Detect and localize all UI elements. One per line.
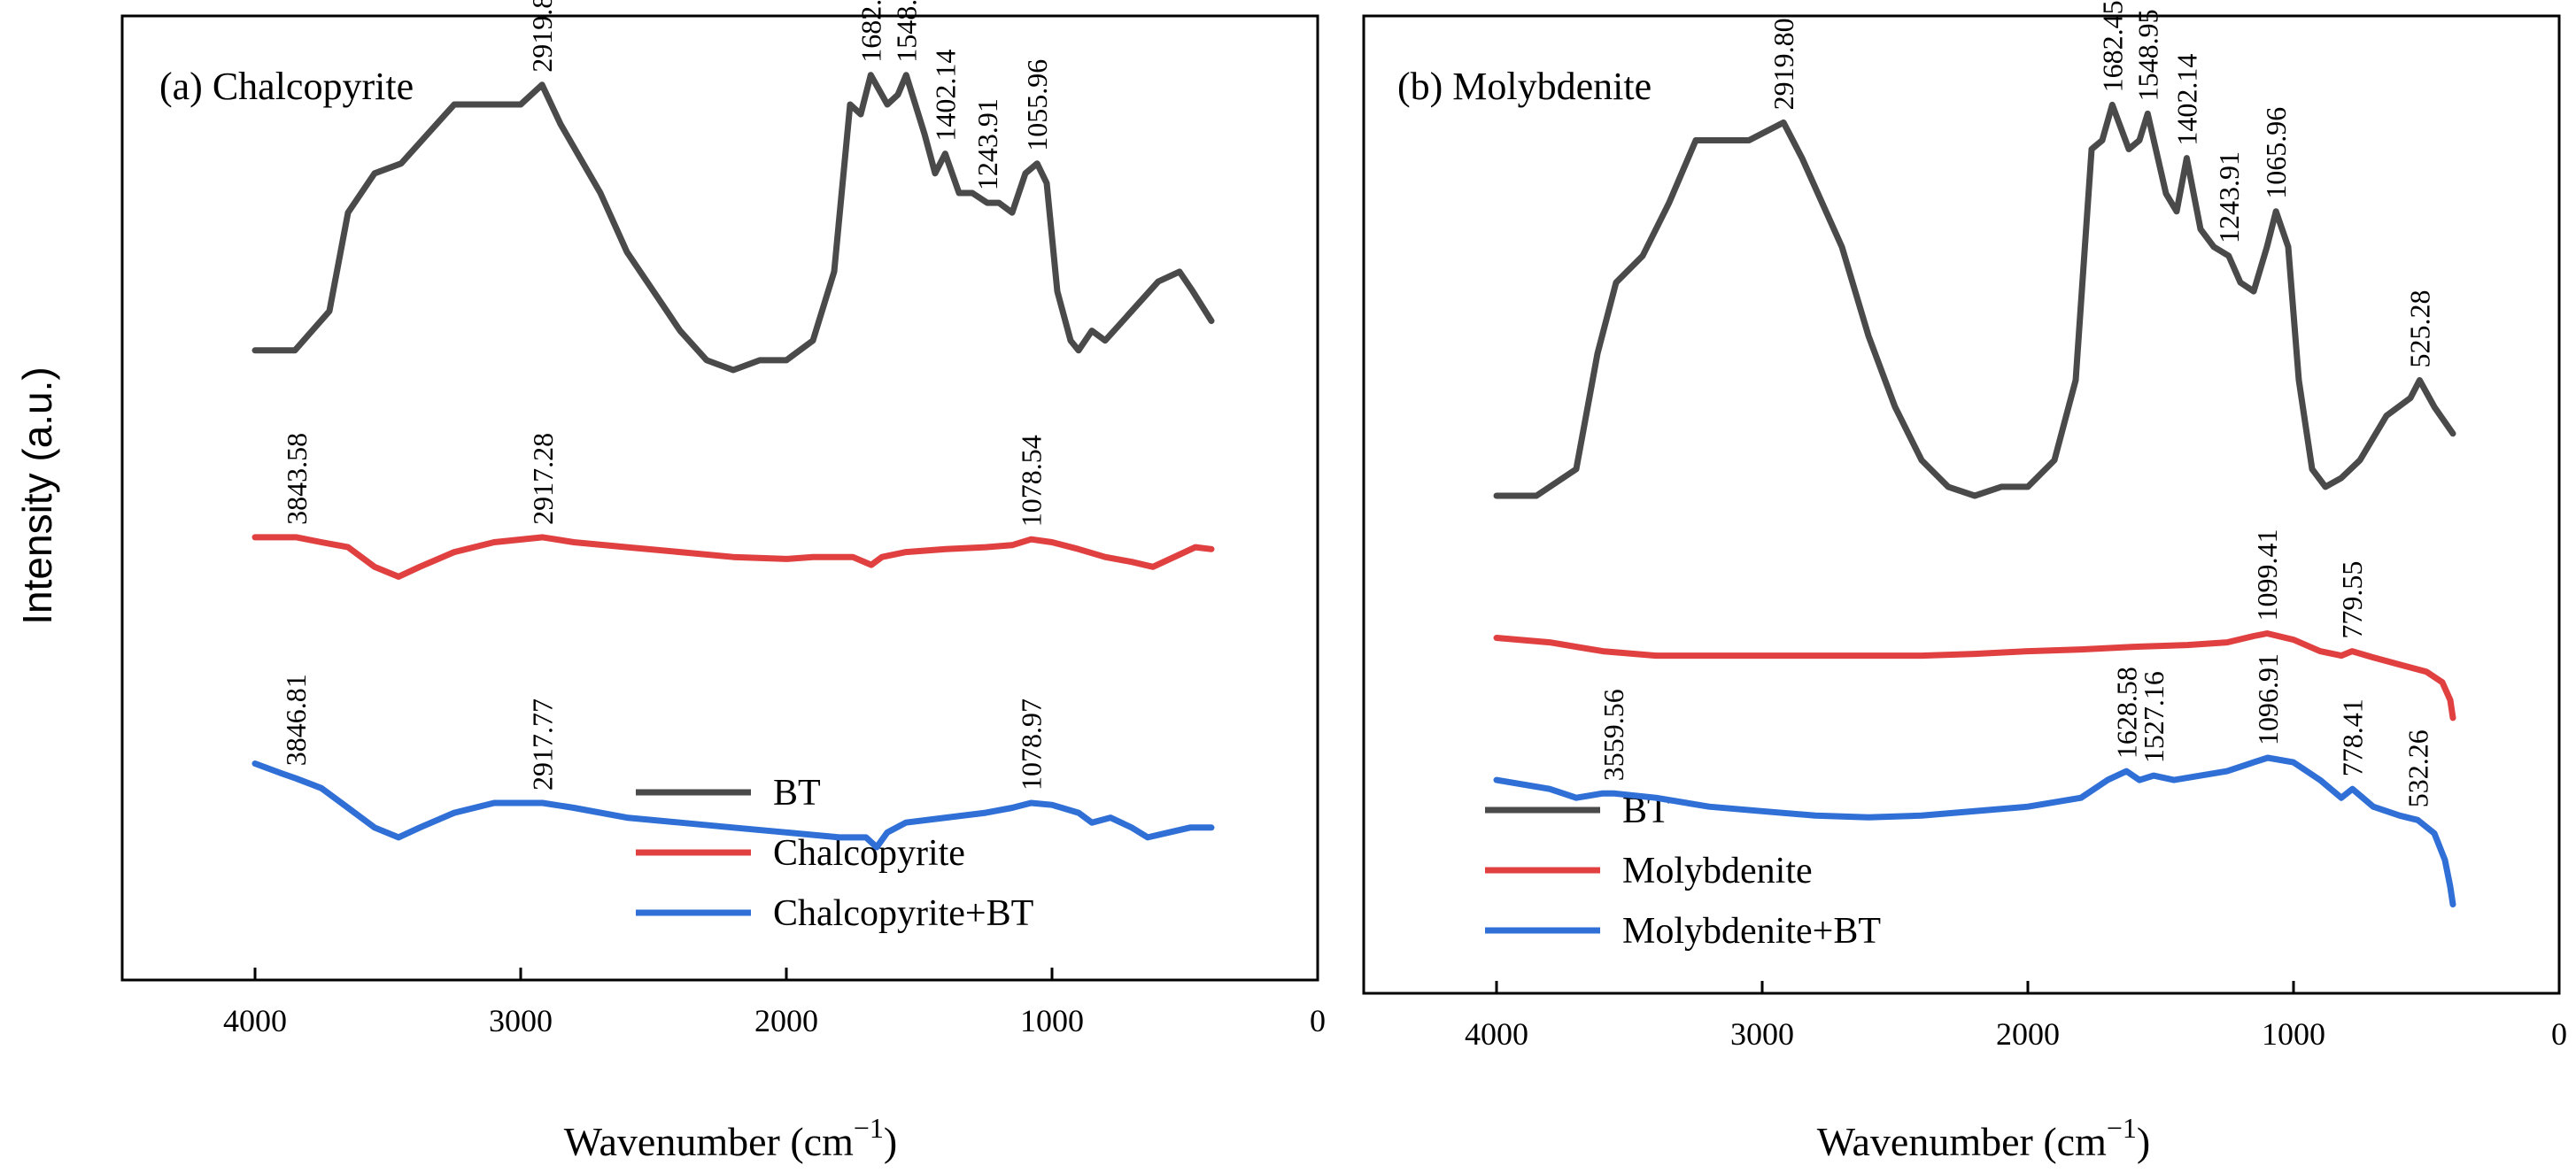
peak-label: 1548.95 — [2131, 9, 2163, 101]
peak-label: 2919.80 — [1768, 18, 1799, 110]
peak-label: 2917.28 — [527, 433, 559, 525]
series-line-mineral — [1493, 630, 2456, 722]
peak-label: 1065.96 — [2260, 107, 2292, 199]
peak-label: 1099.41 — [2251, 529, 2283, 621]
legend-label: Molybdenite — [1622, 851, 1813, 891]
x-tick-label: 3000 — [489, 1003, 553, 1038]
x-tick-label: 2000 — [1996, 1016, 2060, 1052]
panel-title: (a) Chalcopyrite — [159, 65, 414, 108]
peak-label: 1078.54 — [1015, 435, 1047, 527]
series-line-mineral — [251, 534, 1215, 580]
peak-label: 3846.81 — [280, 674, 312, 766]
x-tick-label: 0 — [2551, 1016, 2567, 1052]
x-tick-label: 1000 — [1020, 1003, 1084, 1038]
peak-label: 2919.80 — [526, 0, 558, 73]
x-axis-label: Wavenumber (cm−1) — [1817, 1112, 2150, 1164]
x-axis-label: Wavenumber (cm−1) — [564, 1112, 897, 1164]
peak-label: 1096.91 — [2252, 653, 2284, 745]
peak-label: 1527.16 — [2138, 671, 2170, 763]
peak-label: 778.41 — [2337, 698, 2369, 776]
peak-label: 1243.91 — [971, 98, 1003, 190]
peak-label: 532.26 — [2402, 729, 2433, 807]
peak-label: 779.55 — [2336, 561, 2368, 639]
legend-label: Molybdenite+BT — [1622, 911, 1881, 952]
peak-label: 1682.45 — [855, 0, 886, 63]
panel-title: (b) Molybdenite — [1397, 65, 1652, 108]
plot-frame — [1362, 14, 2561, 995]
series-line-mix — [251, 760, 1215, 851]
x-tick-label: 1000 — [2262, 1016, 2325, 1052]
legend-label: BT — [773, 773, 821, 814]
peak-label: 3559.56 — [1597, 689, 1629, 781]
peak-label: 1402.14 — [929, 50, 961, 142]
x-tick-label: 3000 — [1730, 1016, 1794, 1052]
peak-label: 1682.45 — [2096, 0, 2128, 92]
series-line-mix — [1493, 754, 2456, 908]
x-tick-label: 2000 — [754, 1003, 818, 1038]
panel-molybdenite: 4000 3000 2000 1000 0 Wavenumber (cm−1) (b) Mo… — [1362, 0, 2567, 1164]
legend-label: Chalcopyrite+BT — [773, 893, 1033, 934]
peak-label: 1078.97 — [1015, 698, 1047, 791]
x-tick-label: 0 — [1310, 1003, 1326, 1038]
x-tick-label: 4000 — [223, 1003, 287, 1038]
y-axis-label: Intensity (a.u.) — [14, 367, 60, 624]
panel-chalcopyrite: 4000 3000 2000 1000 0 Wavenumber (cm−1) (a) Ch… — [120, 0, 1326, 1164]
peak-label: 3843.58 — [281, 433, 313, 525]
peak-label: 2917.77 — [527, 698, 559, 791]
peak-label: 525.28 — [2403, 290, 2435, 368]
peak-label: 1243.91 — [2213, 151, 2245, 243]
peak-label: 1402.14 — [2170, 54, 2202, 146]
peak-label: 1548.95 — [890, 0, 922, 63]
x-tick-label: 4000 — [1465, 1016, 1528, 1052]
peak-label: 1628.58 — [2110, 667, 2142, 759]
peak-label: 1055.96 — [1021, 59, 1053, 151]
series-line-BT — [251, 72, 1215, 374]
plot-frame — [120, 14, 1319, 982]
series-line-BT — [1493, 101, 2456, 499]
